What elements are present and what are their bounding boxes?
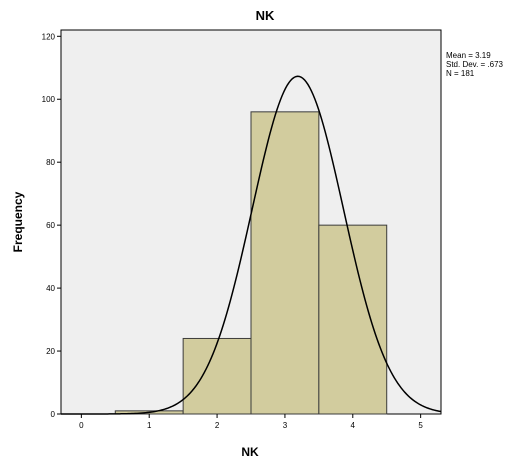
histogram-bar-3 (250, 111, 320, 415)
normal-curve (61, 75, 442, 415)
y-tick-label-3: 60 (46, 221, 55, 230)
x-tick-label-3: 3 (283, 421, 288, 430)
y-tick-label-6: 120 (42, 32, 56, 41)
y-tick-label-4: 80 (46, 158, 55, 167)
chart-title: NK (256, 8, 275, 23)
statistics-legend: Mean = 3.19 Std. Dev. = .673 N = 181 (446, 51, 504, 78)
mean-label: Mean = 3.19 (446, 51, 491, 60)
x-tick-label-4: 4 (351, 421, 356, 430)
x-tick-label-5: 5 (418, 421, 423, 430)
y-tick-label-2: 40 (46, 284, 55, 293)
histogram-bar-2 (182, 337, 252, 415)
x-tick-label-1: 1 (147, 421, 152, 430)
histogram-bar-4 (318, 224, 388, 415)
x-tick-label-0: 0 (79, 421, 84, 430)
y-tick-label-0: 0 (51, 410, 56, 419)
y-tick-label-5: 100 (42, 95, 56, 104)
x-axis: 0 1 2 3 4 5 (79, 414, 423, 430)
y-tick-label-1: 20 (46, 347, 55, 356)
histogram-bars (114, 111, 388, 415)
x-axis-label: NK (241, 445, 259, 459)
y-axis-label: Frequency (11, 191, 25, 252)
x-tick-label-2: 2 (215, 421, 220, 430)
n-label: N = 181 (446, 69, 475, 78)
std-dev-label: Std. Dev. = .673 (446, 60, 504, 69)
y-axis: 0 20 40 60 80 100 120 (42, 32, 61, 419)
